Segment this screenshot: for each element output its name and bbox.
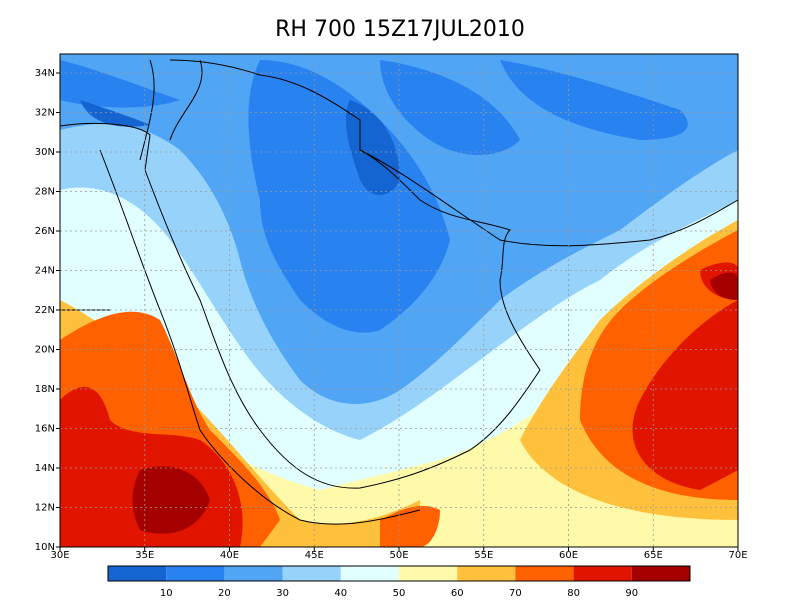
colorbar-box	[573, 566, 632, 581]
colorbar-box	[457, 566, 516, 581]
lat-tick-label: 26N	[35, 226, 55, 237]
lon-tick-label: 50E	[389, 550, 408, 561]
lon-tick-label: 45E	[305, 550, 324, 561]
colorbar-box	[340, 566, 399, 581]
lon-tick-label: 55E	[474, 550, 493, 561]
lon-tick-label: 65E	[644, 550, 663, 561]
colorbar-label: 20	[218, 588, 231, 599]
lat-tick-label: 28N	[35, 187, 55, 198]
lon-tick-label: 30E	[50, 550, 69, 561]
lat-tick-label: 12N	[35, 503, 55, 514]
lat-tick-label: 20N	[35, 345, 55, 356]
colorbar-label: 80	[567, 588, 580, 599]
colorbar-box	[282, 566, 341, 581]
colorbar-box	[166, 566, 225, 581]
colorbar-label: 10	[160, 588, 173, 599]
lon-tick-label: 70E	[728, 550, 747, 561]
colorbar-label: 30	[276, 588, 289, 599]
colorbar-label: 50	[393, 588, 406, 599]
colorbar-label: 60	[451, 588, 464, 599]
lon-tick-label: 60E	[559, 550, 578, 561]
lat-tick-label: 30N	[35, 147, 55, 158]
colorbar-label: 40	[334, 588, 347, 599]
lat-tick-label: 10N	[35, 542, 55, 553]
colorbar-box	[631, 566, 690, 581]
lon-tick-label: 35E	[135, 550, 154, 561]
lat-tick-label: 16N	[35, 424, 55, 435]
lat-tick-label: 18N	[35, 384, 55, 395]
colorbar-box	[108, 566, 167, 581]
lat-tick-label: 14N	[35, 463, 55, 474]
colorbar-box	[224, 566, 283, 581]
lat-tick-label: 24N	[35, 266, 55, 277]
colorbar-label: 90	[625, 588, 638, 599]
graticule	[60, 54, 738, 547]
lat-tick-label: 22N	[35, 305, 55, 316]
colorbar-label: 70	[509, 588, 522, 599]
colorbar-frame	[107, 565, 691, 582]
colorbar-box	[399, 566, 458, 581]
lat-tick-label: 32N	[35, 108, 55, 119]
colorbar-box	[515, 566, 574, 581]
colorbar: 10 20 30 40 50 60 70 80 90	[107, 565, 691, 599]
rh-field	[60, 54, 738, 547]
map-title: RH 700 15Z17JUL2010	[275, 17, 525, 42]
lon-tick-label: 40E	[220, 550, 239, 561]
lat-tick-label: 34N	[35, 68, 55, 79]
